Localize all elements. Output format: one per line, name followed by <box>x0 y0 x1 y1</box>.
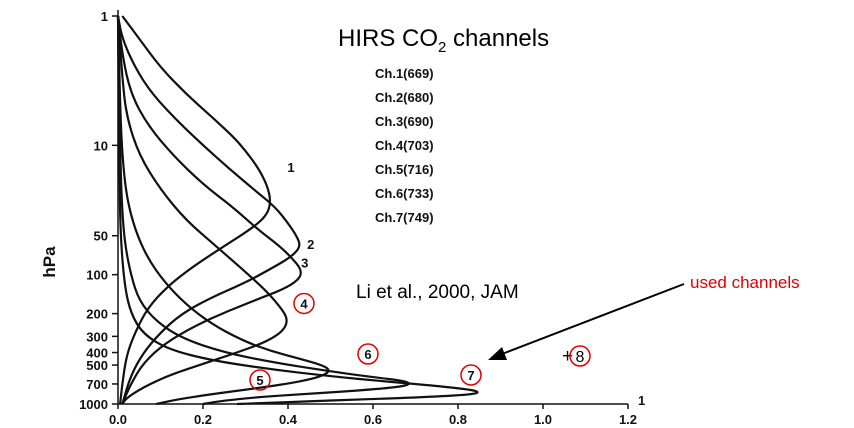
title-main: HIRS CO <box>338 25 438 52</box>
title-suffix: channels <box>446 25 549 52</box>
annotation-arrow <box>488 283 685 360</box>
channel-list: Ch.1(669) Ch.2(680) Ch.3(690) Ch.4(703) Ch.5… <box>375 66 434 225</box>
channel-list-item: Ch.2(680) <box>375 90 434 105</box>
channel-5-label: 5 <box>256 373 263 388</box>
x-tick-label: 0.0 <box>109 412 127 427</box>
channel-3-curve <box>116 15 302 405</box>
y-tick-label: 400 <box>86 346 108 361</box>
y-axis-label: hPa <box>40 246 59 278</box>
y-tick-label: 200 <box>86 307 108 322</box>
y-tick-label: 300 <box>86 329 108 344</box>
title-subscript: 2 <box>438 39 446 56</box>
y-tick-label: 100 <box>86 268 108 283</box>
y-tick-label: 500 <box>86 358 108 373</box>
chart-title: HIRS CO2 channels <box>338 25 549 56</box>
x-tick-label: 0.2 <box>194 412 212 427</box>
channel-list-item: Ch.4(703) <box>375 138 434 153</box>
y-tick-label: 700 <box>86 377 108 392</box>
x-tick-label: 1.0 <box>534 412 552 427</box>
channel-7-curve <box>116 15 479 406</box>
channel-7-label: 7 <box>467 368 474 383</box>
channel-6-curve <box>116 15 410 406</box>
channel-2-label: 2 <box>307 237 314 252</box>
extra-channel-label: 8 <box>576 349 585 366</box>
channel-6-label: 6 <box>364 347 371 362</box>
y-tick-label: 10 <box>94 138 108 153</box>
channel-list-item: Ch.3(690) <box>375 114 434 129</box>
channel-5-curve <box>116 15 330 406</box>
channel-4-label: 4 <box>300 296 308 311</box>
channel-list-item: Ch.1(669) <box>375 66 434 81</box>
x-tick-group: 0.0 0.2 0.4 0.6 0.8 1.0 1.2 <box>109 404 637 427</box>
channel-4-curve <box>116 15 288 405</box>
x-tick-label: 0.8 <box>449 412 467 427</box>
channel-4-circle <box>293 292 315 315</box>
extra-channel-circle <box>569 345 591 367</box>
y-tick-label: 1 <box>101 9 108 24</box>
channel-1-label: 1 <box>287 160 294 175</box>
y-tick-label: 50 <box>94 229 108 244</box>
curve-labels: 1 2 3 4 5 6 7 <box>249 160 482 391</box>
channel-6-circle <box>357 343 379 365</box>
x-tick-label: 0.4 <box>279 412 298 427</box>
corner-tick-label: 1 <box>638 393 645 408</box>
extra-channel-prefix: + <box>562 346 573 367</box>
channel-list-item: Ch.6(733) <box>375 186 434 201</box>
x-tick-label: 1.2 <box>619 412 637 427</box>
x-tick-label: 0.6 <box>364 412 382 427</box>
y-tick-label: 1000 <box>79 397 108 412</box>
channel-3-label: 3 <box>301 256 308 271</box>
channel-7-circle <box>460 364 482 386</box>
citation: Li et al., 2000, JAM <box>356 282 519 303</box>
channel-5-circle <box>249 369 271 391</box>
channel-2-curve <box>116 15 301 405</box>
channel-1-curve <box>119 15 272 405</box>
channel-list-item: Ch.5(716) <box>375 162 434 177</box>
used-channels-annotation: used channels <box>690 273 800 292</box>
extra-channel-marker: + 8 <box>562 345 591 367</box>
channel-list-item: Ch.7(749) <box>375 210 434 225</box>
weighting-curves <box>116 15 479 406</box>
